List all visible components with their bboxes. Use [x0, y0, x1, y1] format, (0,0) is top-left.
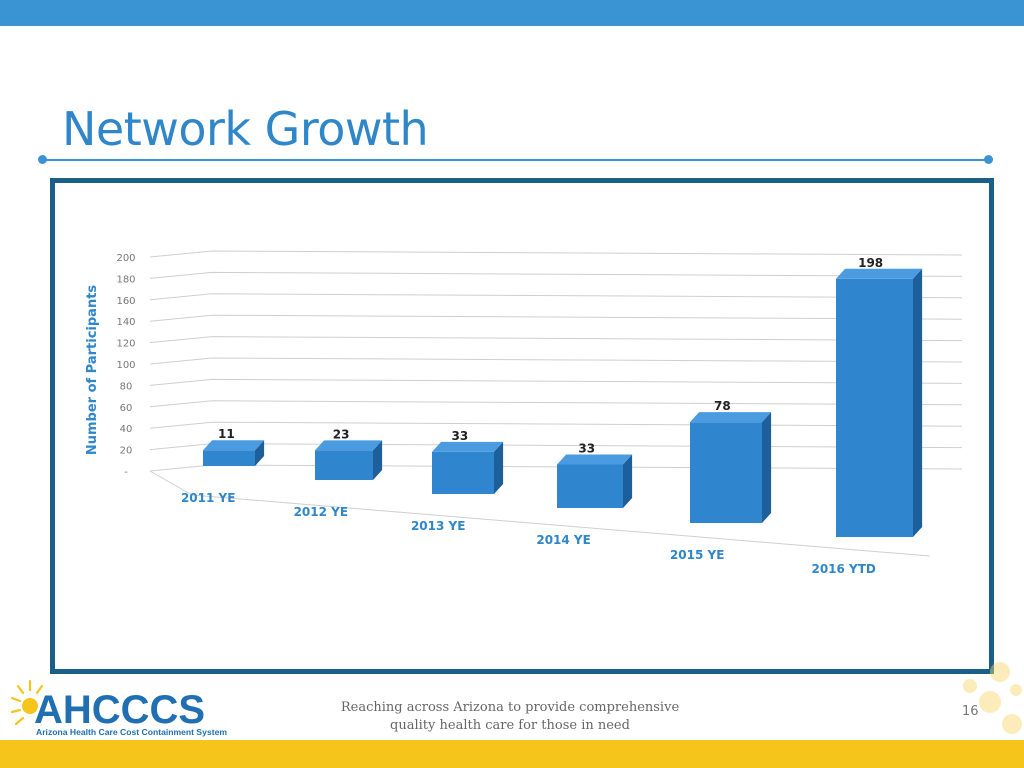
category-label: 2013 YE — [411, 519, 465, 533]
y-tick-label: 180 — [116, 274, 135, 285]
category-label: 2011 YE — [181, 491, 235, 505]
y-tick-label: 140 — [116, 317, 135, 328]
bar — [203, 450, 255, 466]
bar-side — [913, 268, 923, 537]
page-number: 16 — [962, 704, 979, 719]
title-rule-left-dot — [38, 155, 47, 164]
bar-top — [690, 412, 772, 423]
footer-line-1: Reaching across Arizona to provide compr… — [340, 700, 680, 715]
title-rule-right-dot — [984, 155, 993, 164]
data-label: 33 — [578, 441, 595, 455]
y-tick-label: 60 — [120, 403, 133, 414]
bar-side — [373, 440, 383, 480]
bottom-banner — [0, 740, 1024, 768]
gridline — [149, 271, 963, 279]
bar-top — [432, 441, 504, 452]
gridline — [149, 357, 963, 365]
footer-line-2: quality health care for those in need — [390, 718, 630, 733]
bar — [432, 451, 494, 494]
bar — [690, 422, 762, 523]
y-axis-label: Number of Participants — [85, 285, 100, 456]
category-label: 2012 YE — [294, 505, 348, 519]
bar-side — [762, 412, 772, 523]
category-label: 2015 YE — [670, 548, 724, 562]
ahcccs-logo: AHCCCS Arizona Health Care Cost Containm… — [10, 679, 227, 737]
y-tick-label: 200 — [116, 253, 135, 264]
category-label: 2014 YE — [536, 533, 590, 547]
top-banner — [0, 0, 1024, 26]
bar-top — [557, 454, 633, 465]
y-tick-label: 40 — [120, 424, 133, 435]
gridline — [149, 314, 963, 322]
gridline — [149, 400, 963, 408]
gridline — [149, 250, 963, 258]
title-underline — [42, 159, 988, 161]
y-tick-label: 80 — [120, 381, 133, 392]
data-label: 23 — [333, 427, 350, 441]
y-tick-label: 160 — [116, 296, 135, 307]
floor-edge — [149, 470, 931, 557]
sun-icon — [10, 679, 44, 726]
gridline — [149, 293, 963, 301]
data-label: 11 — [218, 427, 235, 441]
data-label: 198 — [858, 256, 883, 270]
y-tick-label: 20 — [120, 446, 133, 457]
gridline — [149, 378, 963, 386]
footer-tagline: Reaching across Arizona to provide compr… — [340, 699, 680, 735]
gridline — [149, 336, 963, 344]
data-label: 78 — [714, 399, 731, 413]
logo-tagline: Arizona Health Care Cost Containment Sys… — [36, 727, 227, 737]
bar-side — [255, 440, 265, 466]
bar-top — [315, 440, 383, 451]
bar-top — [836, 268, 923, 279]
bar-top — [203, 440, 265, 451]
logo-wordmark: AHCCCS — [34, 688, 205, 732]
slide-title: Network Growth — [62, 102, 429, 156]
y-tick-label: 100 — [116, 360, 135, 371]
data-label: 33 — [452, 429, 469, 443]
bar — [557, 464, 623, 508]
category-label: 2016 YTD — [811, 562, 875, 576]
bar — [315, 450, 373, 480]
bar-side — [494, 441, 504, 494]
bar — [836, 278, 913, 537]
y-tick-label: - — [124, 467, 128, 478]
y-tick-label: 120 — [116, 339, 135, 350]
bar-side — [623, 454, 633, 508]
